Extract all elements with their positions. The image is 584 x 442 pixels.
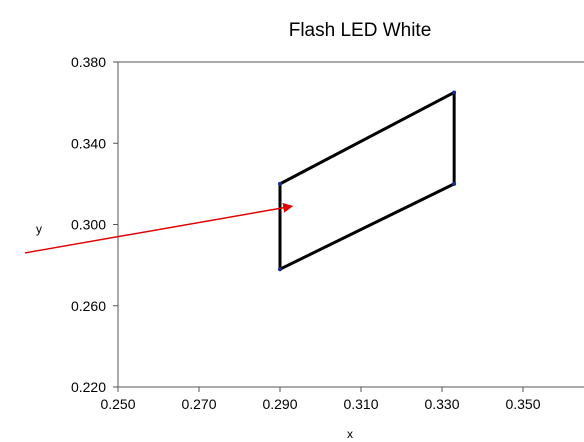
y-tick-label: 0.380 (71, 54, 106, 70)
x-tick-label: 0.310 (343, 396, 378, 412)
x-tick-label: 0.290 (262, 396, 297, 412)
annotation-arrow (25, 206, 292, 253)
y-tick-label: 0.220 (71, 379, 106, 395)
series-line-segment (280, 92, 454, 183)
x-tick-label: 0.350 (505, 396, 540, 412)
x-tick-label: 0.250 (100, 396, 135, 412)
y-tick-label: 0.300 (71, 217, 106, 233)
x-tick-label: 0.270 (181, 396, 216, 412)
series-line-segment (280, 184, 454, 269)
chart-title: Flash LED White (289, 20, 432, 41)
data-point (452, 90, 456, 94)
data-point (278, 182, 282, 186)
y-axis-label: y (36, 222, 42, 236)
data-point (278, 267, 282, 271)
y-tick-label: 0.260 (71, 298, 106, 314)
data-point (452, 182, 456, 186)
y-tick-label: 0.340 (71, 135, 106, 151)
x-tick-label: 0.330 (424, 396, 459, 412)
x-axis-label: x (347, 427, 353, 441)
